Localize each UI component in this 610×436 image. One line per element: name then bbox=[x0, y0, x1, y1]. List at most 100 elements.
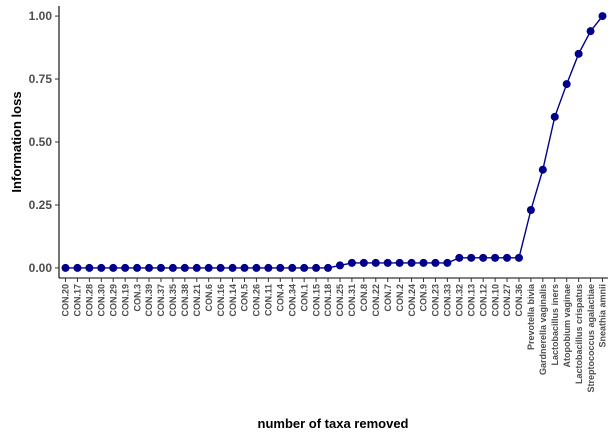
series-line bbox=[65, 15, 604, 269]
data-point bbox=[73, 263, 82, 272]
x-tick-label: CON.1 bbox=[299, 284, 309, 312]
data-point bbox=[491, 253, 500, 262]
data-point bbox=[168, 263, 177, 272]
data-point bbox=[598, 12, 607, 21]
data-point bbox=[550, 112, 559, 121]
data-point bbox=[455, 253, 464, 262]
data-point bbox=[252, 263, 261, 272]
data-point bbox=[443, 258, 452, 267]
data-point bbox=[431, 258, 440, 267]
data-point bbox=[156, 263, 165, 272]
y-tick-label: 0.50 bbox=[29, 135, 53, 149]
x-tick-label: CON.35 bbox=[168, 284, 178, 317]
data-point bbox=[109, 263, 118, 272]
x-tick-label: CON.9 bbox=[419, 284, 429, 312]
data-point bbox=[383, 258, 392, 267]
x-tick-label: Streptococcus agalactiae bbox=[586, 284, 596, 393]
x-tick-label: CON.11 bbox=[264, 284, 274, 316]
data-point bbox=[288, 263, 297, 272]
x-tick-label: CON.23 bbox=[431, 284, 441, 317]
x-tick-label: CON.26 bbox=[252, 284, 262, 317]
x-tick-label: CON.36 bbox=[514, 284, 524, 317]
x-tick-label: CON.4 bbox=[276, 284, 286, 312]
data-point bbox=[538, 165, 547, 174]
data-point bbox=[562, 80, 571, 89]
data-point bbox=[395, 258, 404, 267]
x-tick-label: Lactobacillus iners bbox=[550, 284, 560, 366]
data-point bbox=[133, 263, 142, 272]
x-tick-label: CON.32 bbox=[455, 284, 465, 317]
data-point bbox=[276, 263, 285, 272]
data-point bbox=[264, 263, 273, 272]
series-points bbox=[61, 12, 607, 272]
data-point bbox=[300, 263, 309, 272]
data-point bbox=[407, 258, 416, 267]
data-point bbox=[61, 263, 70, 272]
x-tick-label: CON.10 bbox=[490, 284, 500, 317]
x-tick-label: CON.8 bbox=[359, 284, 369, 312]
data-point bbox=[419, 258, 428, 267]
x-tick-label: CON.18 bbox=[323, 284, 333, 317]
x-tick-label: CON.25 bbox=[335, 284, 345, 317]
y-tick-label: 0.00 bbox=[29, 261, 53, 275]
data-point bbox=[121, 263, 130, 272]
data-point bbox=[526, 206, 535, 214]
x-tick-label: CON.39 bbox=[144, 284, 154, 317]
x-tick-label: CON.20 bbox=[61, 284, 71, 317]
x-tick-label: CON.5 bbox=[240, 284, 250, 312]
x-tick-label: CON.30 bbox=[97, 284, 107, 317]
x-tick-label: CON.28 bbox=[85, 284, 95, 317]
x-tick-label: CON.24 bbox=[407, 284, 417, 317]
data-point bbox=[359, 258, 368, 267]
x-tick-label: CON.38 bbox=[180, 284, 190, 317]
x-tick-label: CON.31 bbox=[347, 284, 357, 317]
data-point bbox=[145, 263, 154, 272]
x-tick-label: CON.2 bbox=[395, 284, 405, 312]
x-axis-ticks: CON.20 CON.17 CON.28 CON.30 CON.29 CON.19 CON.… bbox=[61, 278, 608, 393]
x-axis-title: number of taxa removed bbox=[258, 416, 409, 431]
data-point bbox=[312, 263, 321, 272]
x-tick-label: Sneathia amnii bbox=[598, 284, 608, 348]
x-tick-label: CON.21 bbox=[192, 284, 202, 317]
data-point bbox=[514, 253, 523, 262]
y-axis-title: Information loss bbox=[9, 91, 24, 192]
data-point bbox=[204, 263, 213, 272]
x-tick-label: Lactobacillus crispatus bbox=[574, 284, 584, 384]
data-point bbox=[586, 27, 595, 36]
data-point bbox=[324, 263, 333, 272]
x-tick-label: CON.22 bbox=[371, 284, 381, 317]
x-tick-label: CON.13 bbox=[466, 284, 476, 317]
y-tick-label: 1.00 bbox=[29, 9, 53, 23]
x-tick-label: Prevotella bivia bbox=[526, 283, 536, 350]
data-point bbox=[216, 263, 225, 272]
x-tick-label: CON.7 bbox=[383, 284, 393, 312]
x-tick-label: CON.29 bbox=[108, 284, 118, 317]
data-point bbox=[479, 253, 488, 262]
x-tick-label: CON.3 bbox=[132, 284, 142, 312]
data-point bbox=[347, 258, 356, 267]
x-tick-label: CON.14 bbox=[228, 284, 238, 317]
data-point bbox=[180, 263, 189, 272]
data-point bbox=[371, 258, 380, 267]
data-point bbox=[335, 261, 344, 270]
x-tick-label: CON.6 bbox=[204, 284, 214, 312]
data-point bbox=[503, 253, 512, 262]
data-point bbox=[85, 263, 94, 272]
y-tick-label: 0.75 bbox=[29, 72, 53, 86]
data-point bbox=[97, 263, 106, 272]
x-tick-label: CON.37 bbox=[156, 284, 166, 317]
x-tick-label: CON.19 bbox=[120, 284, 130, 317]
x-tick-label: CON.33 bbox=[443, 284, 453, 317]
x-tick-label: Atopobium vaginae bbox=[562, 284, 572, 368]
x-tick-label: CON.16 bbox=[216, 284, 226, 317]
x-tick-label: CON.15 bbox=[311, 284, 321, 317]
data-point bbox=[574, 49, 583, 58]
data-point bbox=[192, 263, 201, 272]
data-point bbox=[467, 253, 476, 262]
data-point bbox=[240, 263, 249, 272]
y-tick-label: 0.25 bbox=[29, 198, 53, 212]
x-tick-label: CON.12 bbox=[478, 284, 488, 317]
x-tick-label: Gardnerella vaginalis bbox=[538, 284, 548, 375]
x-tick-label: CON.34 bbox=[287, 284, 297, 317]
